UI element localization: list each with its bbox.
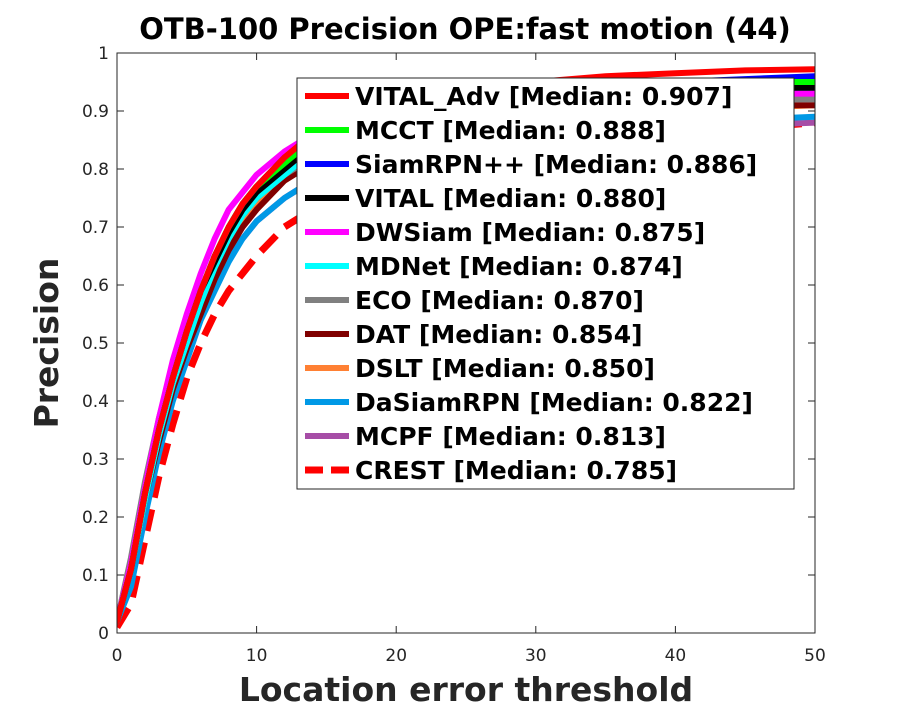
legend-label-10: MCPF [Median: 0.813] [355,422,666,451]
y-tick-label: 0 [98,624,109,644]
x-tick-label: 50 [804,646,826,666]
legend-label-2: SiamRPN++ [Median: 0.886] [355,150,757,179]
y-tick-label: 0.3 [82,450,109,470]
legend-label-6: ECO [Median: 0.870] [355,286,644,315]
y-tick-label: 0.9 [82,102,109,122]
legend-box [296,77,795,490]
y-axis-label: Precision [27,258,66,429]
y-tick-label: 0.2 [82,508,109,528]
legend-label-7: DAT [Median: 0.854] [355,320,643,349]
x-tick-label: 40 [665,646,687,666]
legend: VITAL_Adv [Median: 0.907] MCCT [Median: 0… [296,77,795,490]
legend-label-11: CREST [Median: 0.785] [355,456,677,485]
x-tick-label: 20 [385,646,407,666]
legend-label-5: MDNet [Median: 0.874] [355,252,683,281]
ticks-layer: 0 10 20 30 40 50 0 0.1 0.2 0.3 0.4 0.5 0.6 0.7 0.8 0.9 1 [82,44,826,666]
y-tick-label: 0.1 [82,566,109,586]
legend-label-1: MCCT [Median: 0.888] [355,116,666,145]
legend-label-9: DaSiamRPN [Median: 0.822] [355,388,753,417]
legend-label-4: DWSiam [Median: 0.875] [355,218,705,247]
x-tick-label: 30 [525,646,547,666]
x-tick-label: 0 [112,646,123,666]
legend-label-8: DSLT [Median: 0.850] [355,354,655,383]
y-tick-label: 0.4 [82,392,109,412]
y-tick-label: 0.8 [82,160,109,180]
x-tick-label: 10 [246,646,268,666]
y-tick-label: 0.7 [82,218,109,238]
chart-title: OTB-100 Precision OPE:fast motion (44) [139,12,791,46]
legend-label-0: VITAL_Adv [Median: 0.907] [355,82,732,111]
legend-label-3: VITAL [Median: 0.880] [355,184,666,213]
y-tick-label: 1 [98,44,109,64]
series-line-11 [117,119,815,630]
x-axis-label: Location error threshold [239,670,693,709]
y-tick-label: 0.6 [82,276,109,296]
y-tick-label: 0.5 [82,334,109,354]
